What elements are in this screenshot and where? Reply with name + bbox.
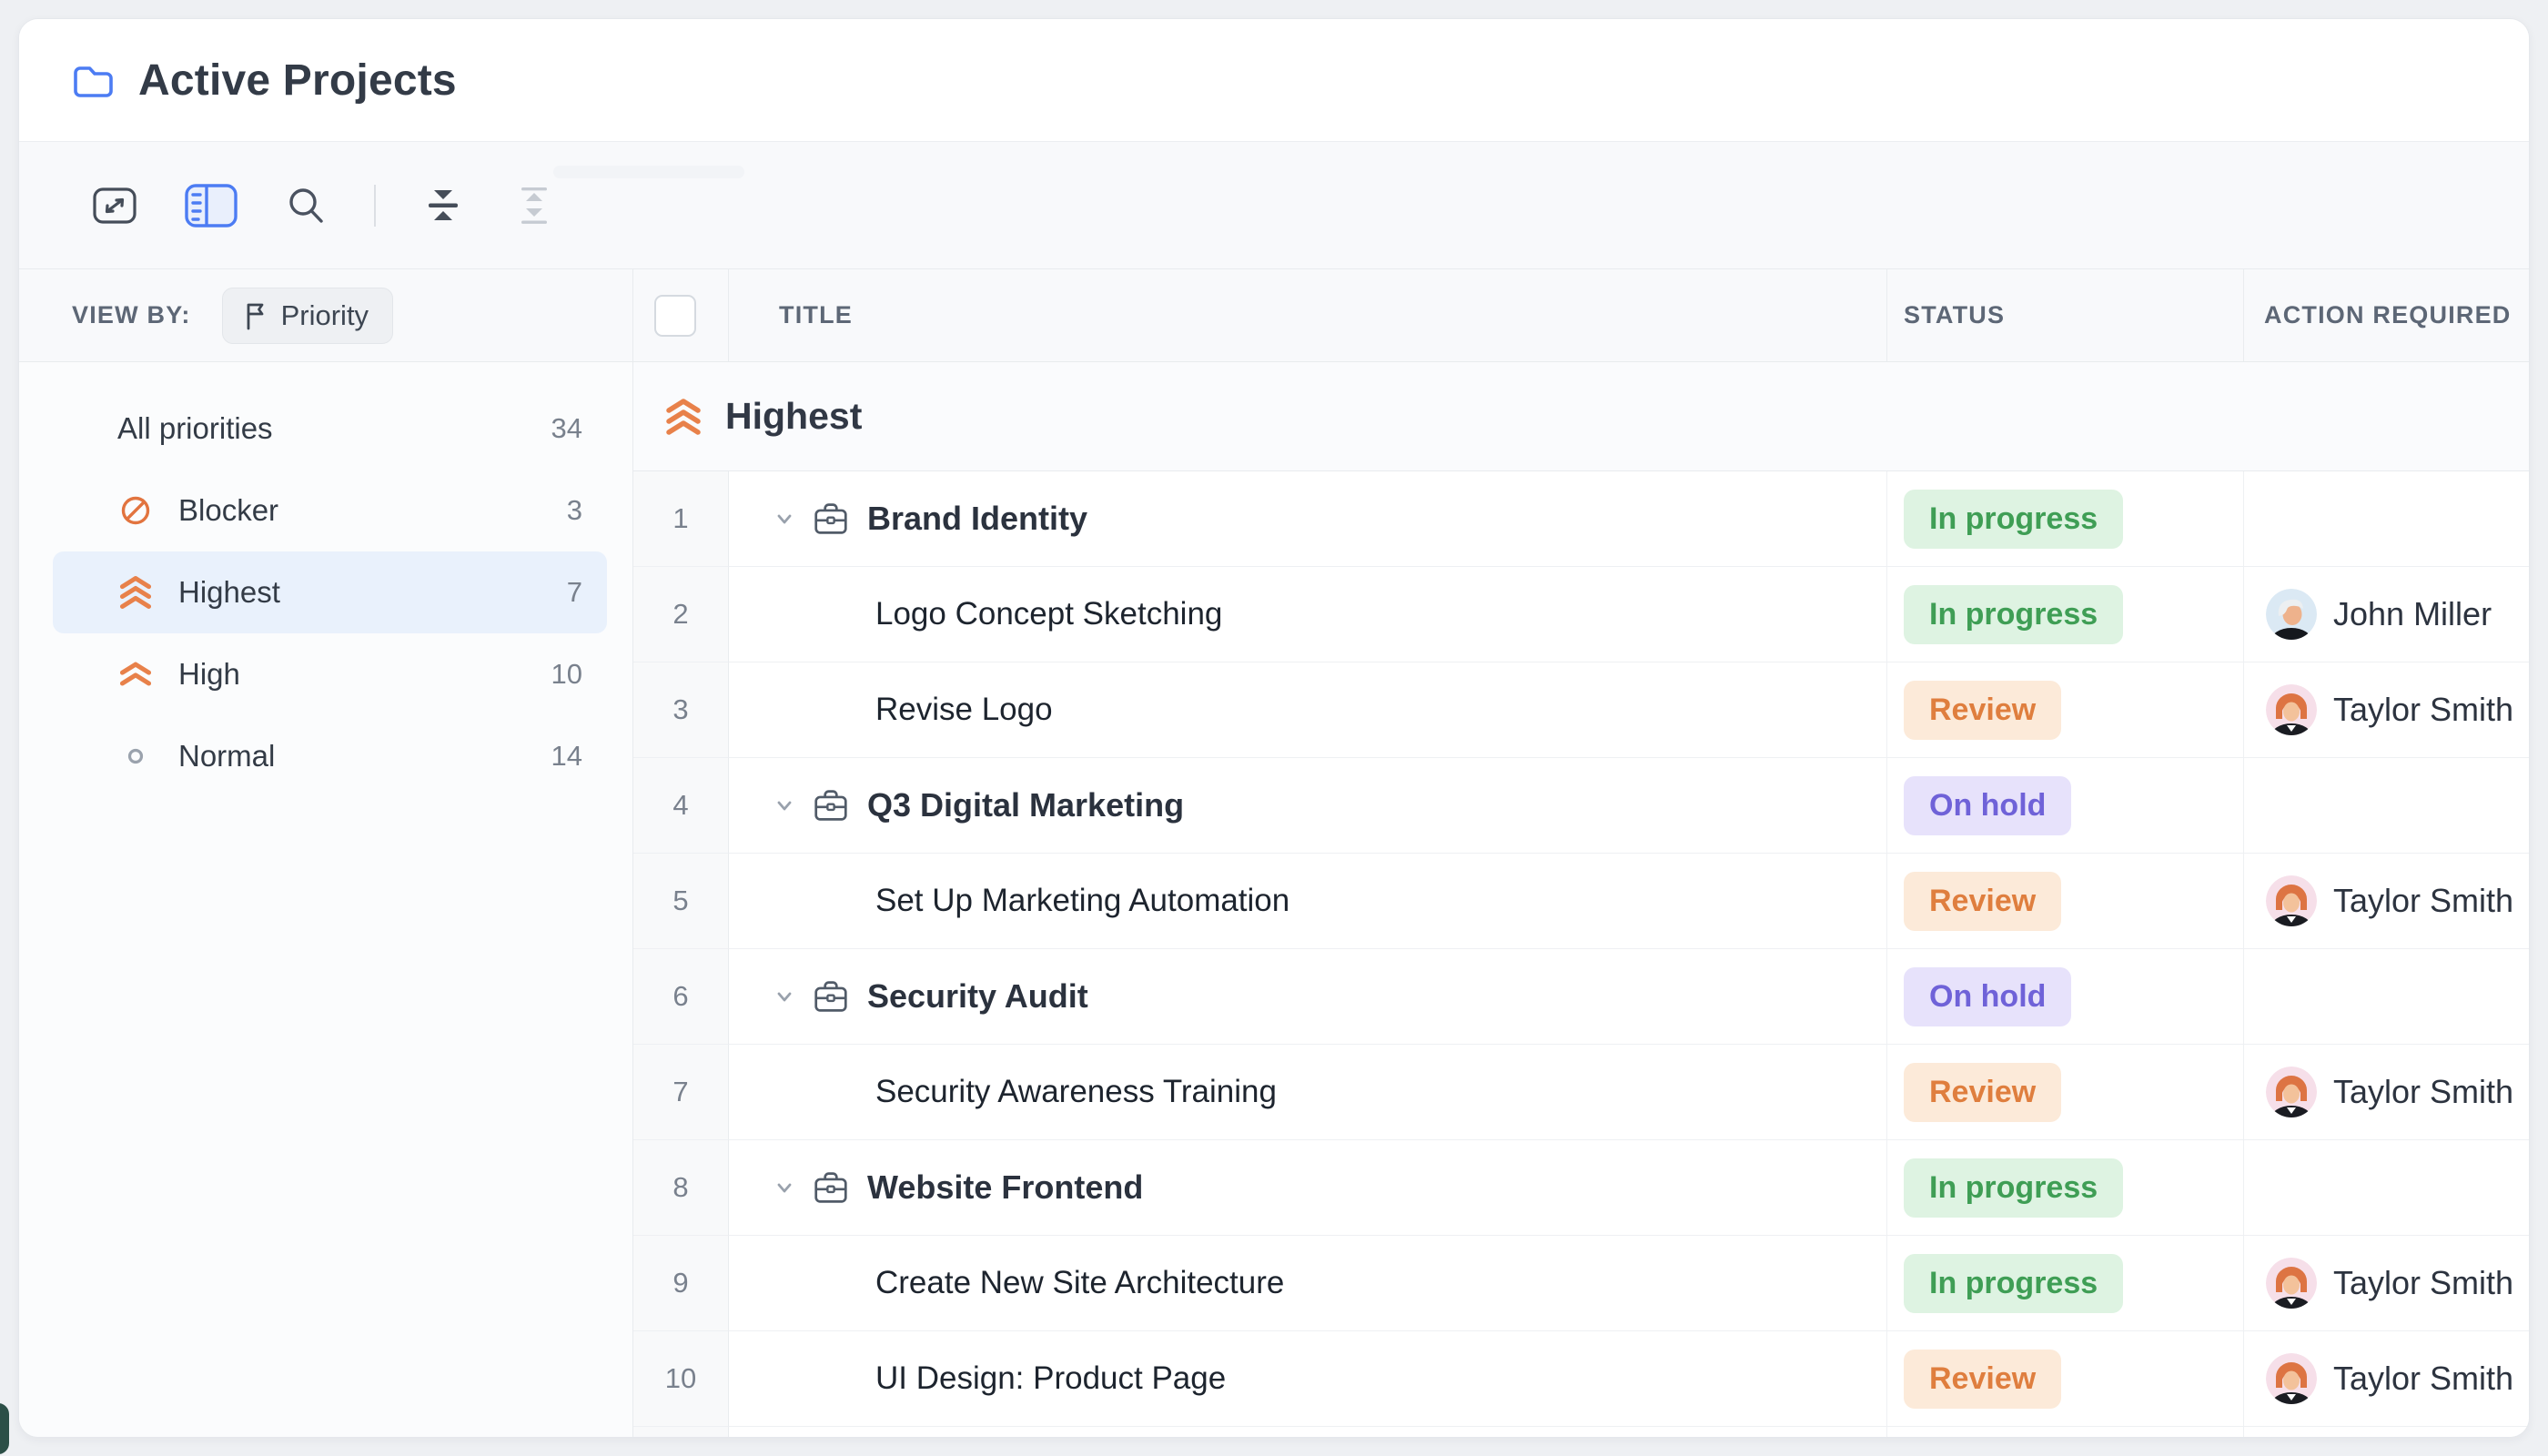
- toolbar-scroll-thumb[interactable]: [553, 166, 744, 178]
- assignee-name: John Miller: [2333, 595, 2492, 632]
- page-title: Active Projects: [138, 56, 457, 105]
- priority-list: All priorities 34 Blocker 3 Highest 7: [19, 362, 632, 797]
- panel-columns-icon[interactable]: [185, 183, 238, 228]
- select-all-checkbox[interactable]: [654, 294, 696, 337]
- group-label: Highest: [725, 395, 863, 437]
- priority-highest-icon: [663, 395, 703, 439]
- row-number: 6: [633, 949, 729, 1045]
- table-row[interactable]: 2 Logo Concept Sketching In progress Joh…: [633, 567, 2529, 662]
- table-header: TITLE STATUS ACTION REQUIRED: [633, 269, 2529, 362]
- task-title[interactable]: Website Frontend: [867, 1168, 1144, 1206]
- table-row[interactable]: 6 Security Audit On hold: [633, 949, 2529, 1045]
- status-badge[interactable]: On hold: [1904, 966, 2072, 1026]
- row-number: 2: [633, 567, 729, 662]
- task-title[interactable]: Q3 Digital Marketing: [867, 786, 1185, 824]
- row-number: 3: [633, 662, 729, 758]
- sidebar-item-blocker[interactable]: Blocker 3: [53, 470, 607, 551]
- table-row[interactable]: 7 Security Awareness Training Review Tay…: [633, 1045, 2529, 1140]
- row-number: 10: [633, 1331, 729, 1427]
- task-title[interactable]: Security Awareness Training: [875, 1074, 1277, 1109]
- table-row[interactable]: 4 Q3 Digital Marketing On hold: [633, 758, 2529, 854]
- status-badge[interactable]: In progress: [1904, 1158, 2124, 1218]
- window-header: Active Projects: [19, 19, 2529, 142]
- column-header-status[interactable]: STATUS: [1886, 269, 2243, 361]
- expand-all-icon[interactable]: [512, 184, 556, 228]
- table-row[interactable]: 1 Brand Identity In progress: [633, 471, 2529, 567]
- blocker-icon: [117, 494, 154, 527]
- table-row[interactable]: 3 Revise Logo Review Taylor Smith: [633, 662, 2529, 758]
- flag-icon: [243, 301, 268, 330]
- task-title[interactable]: Logo Concept Sketching: [875, 596, 1223, 632]
- assignee-name: Taylor Smith: [2333, 691, 2514, 728]
- table-row[interactable]: 10 UI Design: Product Page Review Taylor…: [633, 1331, 2529, 1427]
- briefcase-icon: [813, 501, 849, 536]
- assignee-name: Taylor Smith: [2333, 1073, 2514, 1110]
- task-title[interactable]: Create New Site Architecture: [875, 1265, 1285, 1300]
- priority-highest-icon: [117, 572, 154, 612]
- view-by-label: VIEW BY:: [72, 301, 191, 329]
- briefcase-icon: [813, 788, 849, 823]
- collapse-all-icon[interactable]: [421, 184, 465, 228]
- table-row-partial[interactable]: [633, 1427, 2529, 1437]
- toolbar-divider: [374, 184, 376, 227]
- group-header-highest[interactable]: Highest: [633, 362, 2529, 471]
- chevron-down-icon[interactable]: [773, 507, 796, 531]
- table-row[interactable]: 9 Create New Site Architecture In progre…: [633, 1236, 2529, 1331]
- avatar: [2266, 684, 2317, 735]
- status-badge[interactable]: Review: [1904, 1349, 2062, 1409]
- table-row[interactable]: 8 Website Frontend In progress: [633, 1140, 2529, 1236]
- task-table: TITLE STATUS ACTION REQUIRED Highest 1: [633, 269, 2529, 1437]
- priority-high-icon: [117, 657, 154, 692]
- row-number: 4: [633, 758, 729, 854]
- view-by-priority-button[interactable]: Priority: [221, 287, 394, 344]
- table-rows: 1 Brand Identity In progress 2 Logo Conc…: [633, 471, 2529, 1437]
- avatar: [2266, 1067, 2317, 1117]
- background-corner-accent: [0, 1403, 9, 1454]
- status-badge[interactable]: In progress: [1904, 584, 2124, 644]
- expand-icon[interactable]: [92, 186, 137, 226]
- avatar: [2266, 1258, 2317, 1309]
- app-window: Active Projects VIEW BY:: [18, 18, 2530, 1438]
- status-badge[interactable]: In progress: [1904, 489, 2124, 549]
- row-number: 7: [633, 1045, 729, 1140]
- briefcase-icon: [813, 979, 849, 1014]
- assignee-name: Taylor Smith: [2333, 882, 2514, 919]
- task-title[interactable]: Brand Identity: [867, 500, 1088, 537]
- row-number: 9: [633, 1236, 729, 1331]
- row-number: 8: [633, 1140, 729, 1236]
- chevron-down-icon[interactable]: [773, 794, 796, 817]
- column-header-action-required[interactable]: ACTION REQUIRED: [2243, 269, 2529, 361]
- sidebar-item-highest[interactable]: Highest 7: [53, 551, 607, 633]
- sidebar-item-all-priorities[interactable]: All priorities 34: [117, 411, 582, 445]
- column-header-title[interactable]: TITLE: [779, 301, 853, 329]
- avatar: [2266, 1353, 2317, 1404]
- sidebar-item-high[interactable]: High 10: [53, 633, 607, 715]
- sidebar-item-normal[interactable]: Normal 14: [53, 715, 607, 797]
- status-badge[interactable]: In progress: [1904, 1253, 2124, 1313]
- status-badge[interactable]: Review: [1904, 1062, 2062, 1122]
- toolbar: [19, 142, 2529, 269]
- task-title[interactable]: Set Up Marketing Automation: [875, 883, 1290, 918]
- assignee-name: Taylor Smith: [2333, 1360, 2514, 1397]
- chevron-down-icon[interactable]: [773, 985, 796, 1008]
- status-badge[interactable]: On hold: [1904, 775, 2072, 835]
- task-title[interactable]: UI Design: Product Page: [875, 1360, 1227, 1396]
- table-row[interactable]: 5 Set Up Marketing Automation Review Tay…: [633, 854, 2529, 949]
- sidebar: VIEW BY: Priority All priorities 34: [19, 269, 633, 1437]
- assignee-name: Taylor Smith: [2333, 1264, 2514, 1301]
- avatar: [2266, 589, 2317, 640]
- row-number: 5: [633, 854, 729, 949]
- avatar: [2266, 875, 2317, 926]
- folder-icon: [72, 61, 115, 99]
- status-badge[interactable]: Review: [1904, 680, 2062, 740]
- status-badge[interactable]: Review: [1904, 871, 2062, 931]
- chevron-down-icon[interactable]: [773, 1176, 796, 1199]
- row-number: 1: [633, 471, 729, 567]
- priority-normal-icon: [117, 747, 154, 765]
- view-by-bar: VIEW BY: Priority: [19, 269, 632, 362]
- task-title[interactable]: Security Audit: [867, 977, 1088, 1015]
- briefcase-icon: [813, 1170, 849, 1205]
- search-icon[interactable]: [285, 185, 327, 227]
- task-title[interactable]: Revise Logo: [875, 692, 1053, 727]
